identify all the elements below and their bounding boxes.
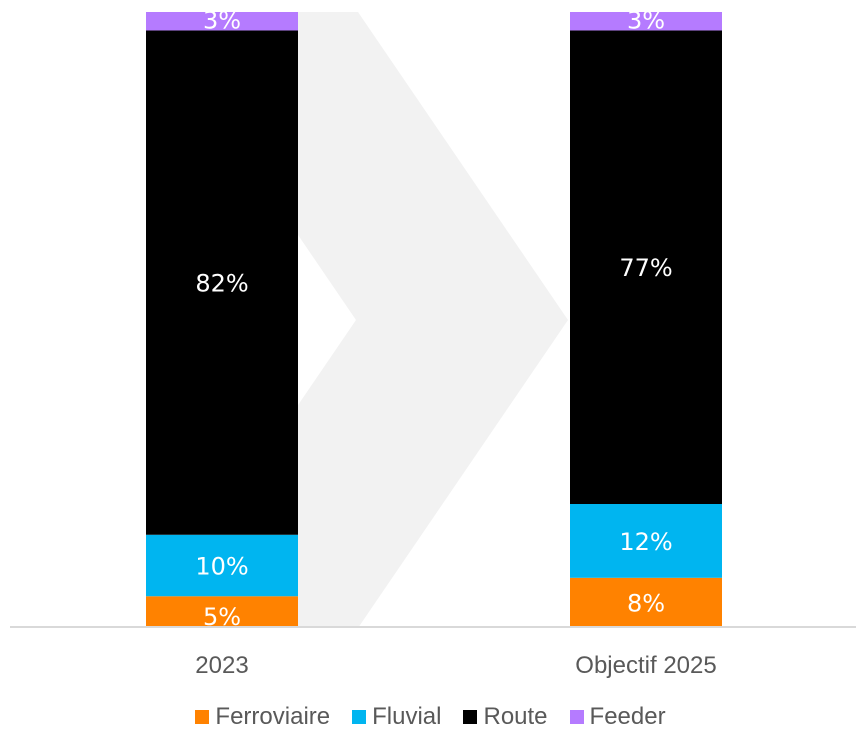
legend: Ferroviaire Fluvial Route Feeder — [0, 703, 861, 731]
legend-item-feeder: Feeder — [569, 703, 666, 731]
legend-swatch-icon — [352, 710, 367, 724]
bar-segment-feeder-0 — [146, 12, 298, 31]
legend-swatch-icon — [569, 710, 584, 724]
legend-item-fluvial: Fluvial — [352, 703, 441, 731]
data-label-feeder-0: 3% — [203, 6, 241, 34]
legend-item-ferroviaire: Ferroviaire — [195, 703, 330, 731]
stacked-bar-chart: 5%10%82%3%8%12%77%3% 2023 Objectif 2025 — [10, 6, 856, 679]
legend-swatch-icon — [463, 710, 478, 724]
legend-item-route: Route — [463, 703, 548, 731]
data-label-ferroviaire-1: 8% — [627, 589, 665, 617]
legend-label: Route — [483, 703, 548, 730]
legend-label: Fluvial — [372, 703, 442, 730]
bar-segment-ferroviaire-0 — [146, 596, 298, 627]
bar-segment-fluvial-1 — [570, 504, 722, 578]
legend-swatch-icon — [195, 710, 210, 724]
data-label-route-1: 77% — [619, 254, 672, 282]
bar-segment-route-1 — [570, 30, 722, 504]
data-label-fluvial-1: 12% — [619, 528, 672, 556]
bar-segment-fluvial-0 — [146, 534, 298, 597]
bars-group: 5%10%82%3%8%12%77%3% — [146, 6, 722, 631]
data-label-route-0: 82% — [195, 270, 248, 298]
category-label-0: 2023 — [195, 652, 248, 679]
bar-segment-route-0 — [146, 30, 298, 535]
bar-segment-ferroviaire-1 — [570, 577, 722, 627]
data-label-feeder-1: 3% — [627, 6, 665, 34]
category-labels: 2023 Objectif 2025 — [195, 652, 716, 679]
legend-label: Ferroviaire — [215, 703, 331, 730]
category-label-1: Objectif 2025 — [575, 652, 716, 679]
data-label-fluvial-0: 10% — [195, 553, 248, 581]
bar-segment-feeder-1 — [570, 12, 722, 31]
legend-label: Feeder — [589, 703, 666, 730]
